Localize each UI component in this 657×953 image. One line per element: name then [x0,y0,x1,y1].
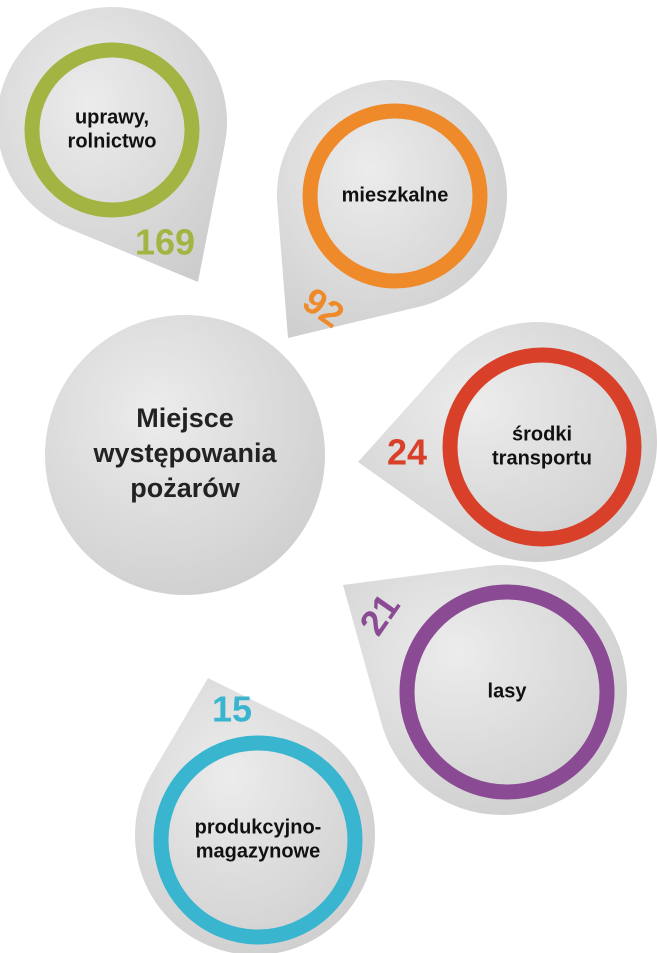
pin [358,322,657,562]
ring [153,735,363,945]
node-label: produkcyjno- [195,816,322,838]
node-label: rolnictwo [68,130,157,152]
node-label: magazynowe [196,840,320,862]
title-line: Miejsce [136,403,234,433]
pin [343,565,627,815]
title-line: występowania [92,438,277,468]
node-label: środki [512,423,572,445]
node-value: 169 [135,222,195,263]
ring [442,347,642,547]
ring [399,584,615,800]
node-label: transportu [492,447,592,469]
node-label: mieszkalne [342,184,449,206]
node-label: lasy [488,680,528,702]
node-value: 24 [387,432,427,473]
pin [134,678,375,953]
ring [24,42,200,218]
ring [302,103,488,289]
center-circle [45,315,325,595]
title-line: pożarów [130,473,241,503]
node-value: 15 [212,689,252,730]
node-label: uprawy, [75,106,149,128]
